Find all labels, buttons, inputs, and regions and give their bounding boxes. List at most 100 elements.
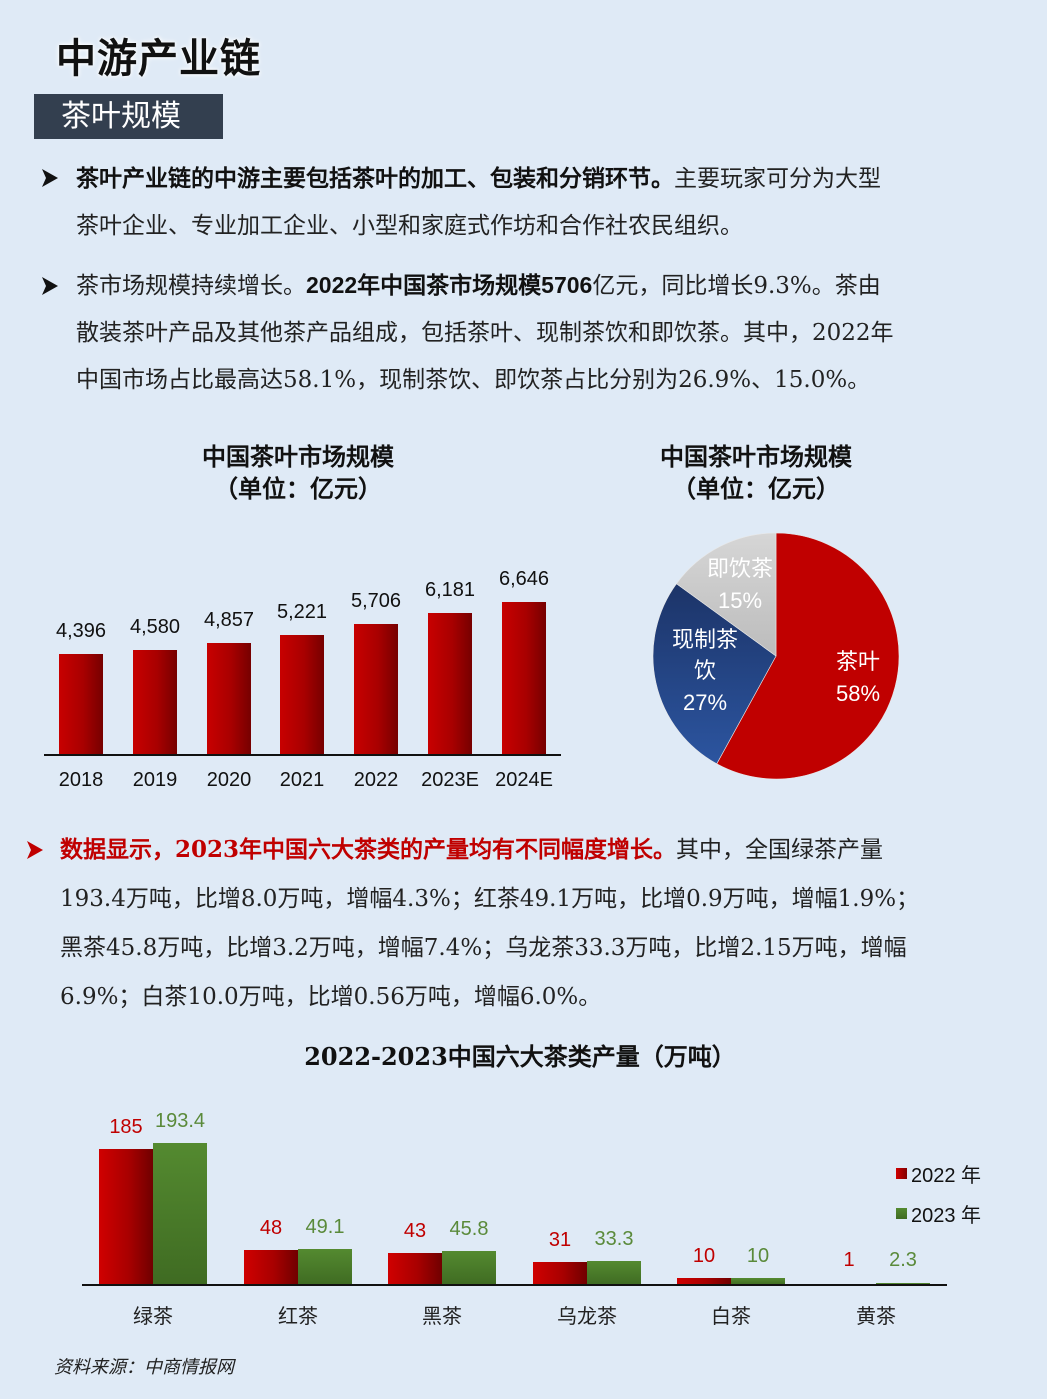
chart1-title: 中国茶叶市场规模 （单位：亿元） (148, 441, 448, 505)
x-tick-label: 2024E (495, 769, 553, 791)
legend-swatch-2023 (896, 1208, 907, 1219)
bar-value-label: 33.3 (594, 1228, 634, 1250)
bar-2024E (502, 602, 546, 755)
market-share-pie-chart (652, 532, 900, 780)
chart3-x-axis (82, 1284, 947, 1286)
bar-value-label: 48 (259, 1217, 283, 1239)
pie-slice-茶叶 (716, 532, 900, 780)
bar-黑茶-2023年 (442, 1251, 496, 1285)
pie-label-rtd-name: 即饮茶 (706, 557, 773, 582)
bar-红茶-2022年 (244, 1250, 298, 1285)
bar-2019 (133, 650, 177, 755)
source-note: 资料来源：中商情报网 (54, 1357, 234, 1378)
chart2-title: 中国茶叶市场规模 （单位：亿元） (606, 441, 906, 505)
bar-乌龙茶-2022年 (533, 1262, 587, 1285)
p1-line1-rest: 主要玩家可分为大型 (674, 166, 881, 192)
p2-line3: 中国市场占比最高达58.1%，现制茶饮、即饮茶占比分别为26.9%、15.0%。 (76, 367, 871, 393)
p3-line3: 黑茶45.8万吨，比增3.2万吨，增幅7.4%；乌龙茶33.3万吨，比增2.15… (60, 935, 907, 961)
bar-value-label: 31 (548, 1229, 572, 1251)
p3-line4: 6.9%；白茶10.0万吨，比增0.56万吨，增幅6.0%。 (60, 984, 602, 1010)
bar-绿茶-2022年 (99, 1149, 153, 1285)
chart1-subtitle: （单位：亿元） (214, 474, 382, 503)
bar-乌龙茶-2023年 (587, 1261, 641, 1285)
bar-value-label: 193.4 (154, 1110, 206, 1132)
chart3-title: 2022-2023中国六大茶类产量（万吨） (304, 1042, 736, 1071)
p3-red-bold: 数据显示，2023年中国六大茶类的产量均有不同幅度增长。 (60, 836, 677, 863)
bar-2022 (354, 624, 398, 755)
x-tick-label: 2019 (132, 769, 178, 791)
pie-label-fresh-pct: 27% (682, 690, 728, 715)
bullet-arrow-icon (42, 277, 58, 295)
legend-label-2023: 2023 年 (911, 1205, 982, 1227)
bar-绿茶-2023年 (153, 1143, 207, 1285)
pie-slice-即饮茶 (676, 532, 777, 657)
bar-2020 (207, 643, 251, 755)
chart2-subtitle: （单位：亿元） (672, 474, 840, 503)
bar-2018 (59, 654, 103, 755)
bar-value-label: 4,580 (129, 616, 181, 638)
p3-line1-rest: 其中，全国绿茶产量 (676, 837, 884, 863)
paragraph-2: 茶市场规模持续增长。2022年中国茶市场规模5706亿元，同比增长9.3%。茶由… (76, 262, 1036, 404)
bar-value-label: 2.3 (889, 1249, 917, 1271)
bar-value-label: 10 (746, 1245, 770, 1267)
bar-value-label: 49.1 (305, 1216, 345, 1238)
bar-2023E (428, 613, 472, 755)
bar-红茶-2023年 (298, 1249, 352, 1285)
category-label: 黄茶 (856, 1304, 896, 1328)
legend-2022: 2022 年 (896, 1159, 981, 1188)
bar-value-label: 5,706 (350, 590, 402, 612)
legend-swatch-2022 (896, 1168, 907, 1179)
x-tick-label: 2018 (58, 769, 104, 791)
p2-line1-bold: 2022年中国茶市场规模5706 (306, 272, 593, 298)
bar-黑茶-2022年 (388, 1253, 442, 1285)
chart1-title-text: 中国茶叶市场规模 (202, 442, 394, 471)
x-tick-label: 2021 (279, 769, 325, 791)
bar-value-label: 45.8 (449, 1218, 489, 1240)
x-tick-label: 2020 (206, 769, 252, 791)
legend-label-2022: 2022 年 (911, 1165, 982, 1187)
p3-line2: 193.4万吨，比增8.0万吨，增幅4.3%；红茶49.1万吨，比增0.9万吨，… (60, 886, 920, 912)
category-label: 黑茶 (422, 1304, 462, 1328)
chart1-x-axis (44, 754, 561, 756)
pie-label-fresh-line2: 饮 (693, 659, 716, 684)
bar-value-label: 10 (692, 1245, 716, 1267)
category-label: 绿茶 (133, 1304, 173, 1328)
bar-value-label: 4,396 (55, 620, 107, 642)
paragraph-3: 数据显示，2023年中国六大茶类的产量均有不同幅度增长。其中，全国绿茶产量 19… (60, 826, 1040, 1021)
pie-label-fresh-tea-drink: 现制茶 饮 27% (655, 625, 755, 718)
pie-label-rtd-tea: 即饮茶 15% (690, 554, 790, 616)
bar-白茶-2022年 (677, 1278, 731, 1285)
p2-line1-b: 亿元，同比增长9.3%。茶由 (592, 273, 881, 299)
bar-value-label: 6,646 (498, 568, 550, 590)
category-label: 乌龙茶 (557, 1304, 617, 1328)
page-title: 中游产业链 (56, 35, 261, 82)
bar-value-label: 5,221 (276, 601, 328, 623)
bar-白茶-2023年 (731, 1278, 785, 1285)
pie-label-tea-leaf-pct: 58% (835, 681, 881, 706)
bar-value-label: 185 (109, 1116, 143, 1138)
pie-label-rtd-pct: 15% (717, 588, 763, 613)
p1-line2: 茶叶企业、专业加工企业、小型和家庭式作坊和合作社农民组织。 (76, 213, 743, 239)
bar-value-label: 6,181 (424, 579, 476, 601)
p1-bold: 茶叶产业链的中游主要包括茶叶的加工、包装和分销环节。 (76, 165, 674, 192)
chart2-title-text: 中国茶叶市场规模 (660, 442, 852, 471)
bar-2021 (280, 635, 324, 755)
pie-label-fresh-line1: 现制茶 (671, 628, 738, 653)
p2-line1-a: 茶市场规模持续增长。 (76, 273, 306, 299)
category-label: 红茶 (278, 1304, 318, 1328)
bullet-arrow-icon (42, 169, 58, 187)
x-tick-label: 2023E (421, 769, 479, 791)
bar-value-label: 1 (843, 1249, 855, 1271)
pie-slice-现制茶饮 (652, 583, 777, 765)
p2-line2: 散装茶叶产品及其他茶产品组成，包括茶叶、现制茶饮和即饮茶。其中，2022年 (76, 320, 894, 346)
pie-label-tea-leaf: 茶叶 58% (808, 647, 908, 709)
section-tag: 茶叶规模 (34, 94, 223, 139)
bullet-arrow-icon (27, 841, 43, 859)
paragraph-1: 茶叶产业链的中游主要包括茶叶的加工、包装和分销环节。主要玩家可分为大型 茶叶企业… (76, 155, 1016, 250)
bar-value-label: 4,857 (203, 609, 255, 631)
category-label: 白茶 (711, 1304, 751, 1328)
bar-value-label: 43 (403, 1220, 427, 1242)
x-tick-label: 2022 (353, 769, 399, 791)
pie-label-tea-leaf-name: 茶叶 (835, 650, 880, 675)
legend-2023: 2023 年 (896, 1199, 981, 1228)
